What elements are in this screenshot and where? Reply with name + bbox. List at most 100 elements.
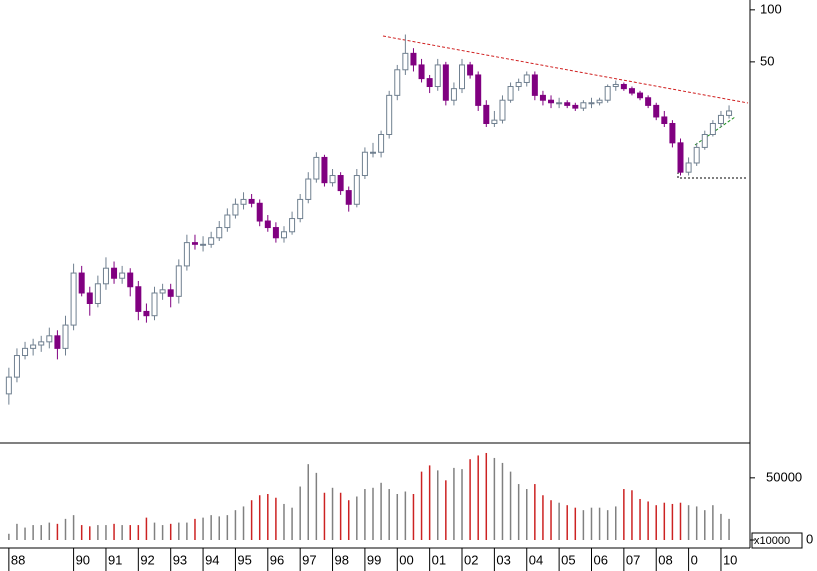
candle-body xyxy=(191,242,198,245)
candle-body xyxy=(86,292,93,304)
candle-body xyxy=(94,283,101,304)
candle-body xyxy=(135,286,142,312)
candle-body xyxy=(531,74,538,96)
y2-tick-label: 0 xyxy=(806,531,813,546)
x-tick-label: 00 xyxy=(399,552,413,567)
candle-body xyxy=(240,198,247,205)
candle-body xyxy=(685,162,692,173)
candle-body xyxy=(313,156,320,180)
x-tick-label: 94 xyxy=(205,552,219,567)
candle-body xyxy=(507,86,514,101)
x-tick-label: 91 xyxy=(108,552,122,567)
candle-body xyxy=(418,64,425,80)
candle-body xyxy=(588,102,595,105)
x-tick-label: 95 xyxy=(237,552,251,567)
y2-tick-label: 50000 xyxy=(766,469,802,484)
x-tick-label: 88 xyxy=(11,552,25,567)
candle-body xyxy=(539,94,546,101)
candle-body xyxy=(402,52,409,71)
candle-body xyxy=(459,64,466,90)
candle-body xyxy=(604,86,611,101)
candle-body xyxy=(717,114,724,124)
x-tick-label: 0 xyxy=(691,552,698,567)
x-tick-label: 01 xyxy=(432,552,446,567)
candle-body xyxy=(572,104,579,109)
candle-body xyxy=(645,97,652,106)
candle-body xyxy=(248,198,255,204)
candle-body xyxy=(394,69,401,96)
candle-body xyxy=(564,102,571,106)
candle-body xyxy=(264,220,271,229)
y-tick-label: 50 xyxy=(760,53,774,68)
candle-body xyxy=(232,203,239,216)
x-tick-label: 90 xyxy=(76,552,90,567)
candle-body xyxy=(30,344,37,349)
candle-body xyxy=(628,88,635,94)
candle-body xyxy=(143,310,150,317)
candle-body xyxy=(305,178,312,200)
candle-body xyxy=(272,227,279,239)
candle-body xyxy=(677,142,684,173)
y-tick-label: 100 xyxy=(760,1,782,16)
candle-body xyxy=(78,272,85,294)
candle-body xyxy=(70,272,77,326)
x-tick-label: 05 xyxy=(561,552,575,567)
candle-body xyxy=(378,133,385,153)
candle-body xyxy=(693,146,700,164)
candle-body xyxy=(467,64,474,76)
x-tick-label: 08 xyxy=(658,552,672,567)
candle-body xyxy=(612,83,619,88)
candle-body xyxy=(337,175,344,192)
candle-body xyxy=(483,104,490,124)
candle-body xyxy=(256,202,263,222)
candle-body xyxy=(297,198,304,220)
x-tick-label: 04 xyxy=(529,552,543,567)
candle-body xyxy=(361,151,368,177)
trend-line xyxy=(694,116,736,146)
candle-body xyxy=(321,156,328,184)
x-tick-label: 96 xyxy=(270,552,284,567)
candle-body xyxy=(442,64,449,101)
candle-body xyxy=(701,133,708,148)
candle-body xyxy=(653,104,660,118)
candle-body xyxy=(726,110,733,116)
candle-body xyxy=(329,175,336,184)
x-tick-label: 93 xyxy=(173,552,187,567)
candle-body xyxy=(450,88,457,101)
x-tick-label: 92 xyxy=(140,552,154,567)
candle-body xyxy=(151,292,158,317)
candle-body xyxy=(434,64,441,88)
candle-body xyxy=(208,237,215,245)
candle-body xyxy=(289,218,296,233)
x-tick-label: 07 xyxy=(626,552,640,567)
volume-unit: x10000 xyxy=(754,535,790,547)
candle-body xyxy=(637,92,644,99)
candle-body xyxy=(426,78,433,88)
candle-body xyxy=(370,151,376,154)
candle-body xyxy=(491,119,498,124)
candle-body xyxy=(111,267,118,279)
x-tick-label: 99 xyxy=(367,552,381,567)
candle-body xyxy=(499,99,506,121)
candle-body xyxy=(62,324,69,349)
candle-body xyxy=(353,175,360,205)
candle-body xyxy=(548,99,555,104)
candle-body xyxy=(5,376,12,395)
candle-body xyxy=(119,272,126,279)
candle-body xyxy=(669,122,676,144)
candle-body xyxy=(22,347,29,357)
candle-body xyxy=(224,214,231,229)
candle-body xyxy=(345,190,352,205)
x-tick-label: 03 xyxy=(496,552,510,567)
candle-body xyxy=(54,335,61,349)
candle-body xyxy=(200,243,207,246)
candle-body xyxy=(216,227,223,239)
candle-body xyxy=(661,116,668,124)
candle-body xyxy=(556,102,563,105)
candle-body xyxy=(280,231,287,239)
candle-body xyxy=(523,74,530,83)
candle-body xyxy=(596,99,603,104)
trend-line xyxy=(382,35,749,104)
x-tick-label: 06 xyxy=(593,552,607,567)
